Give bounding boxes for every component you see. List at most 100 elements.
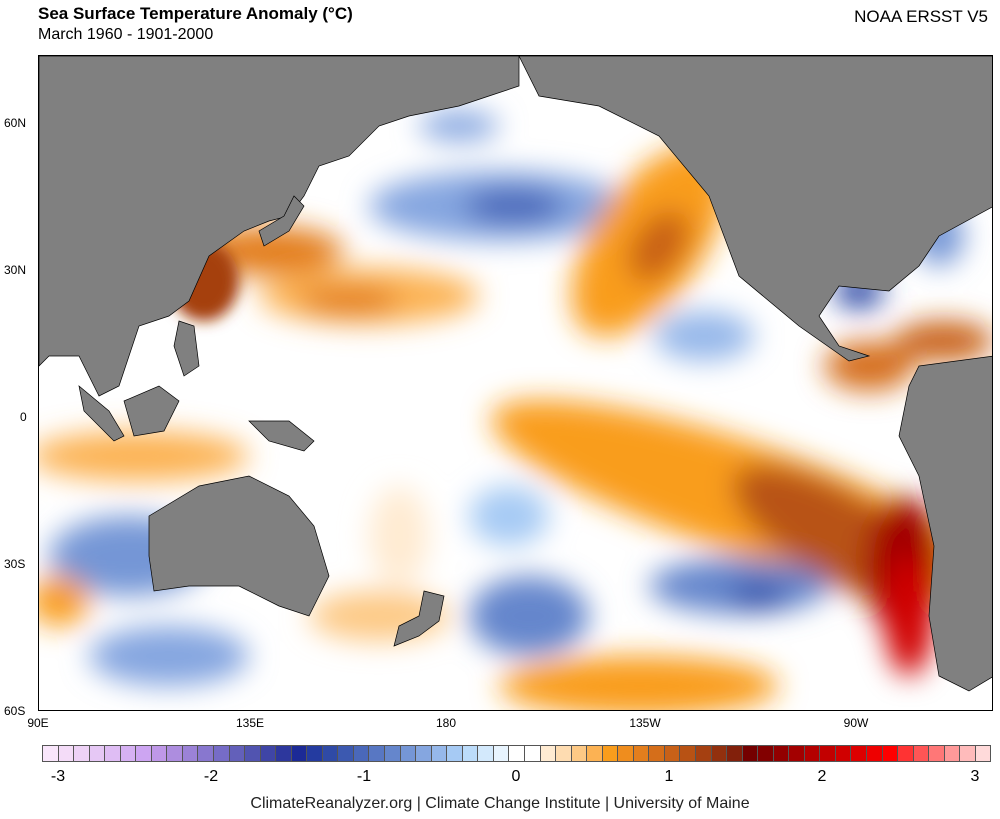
- colorbar-cell: [478, 745, 494, 762]
- colorbar-cell: [276, 745, 292, 762]
- colorbar-cell: [758, 745, 774, 762]
- colorbar-cell: [633, 745, 650, 762]
- colorbar-cell: [587, 745, 603, 762]
- lon-label: 180: [435, 716, 457, 730]
- land-north-america: [518, 56, 992, 362]
- colorbar-cell: [975, 745, 992, 762]
- colorbar-cell: [447, 745, 463, 762]
- colorbar-cell: [556, 745, 572, 762]
- colorbar-cell: [820, 745, 836, 762]
- colorbar-cell: [291, 745, 308, 762]
- colorbar-cell: [618, 745, 634, 762]
- colorbar-cell: [789, 745, 805, 762]
- land-new-guinea: [248, 420, 315, 452]
- land-philippines: [173, 320, 200, 377]
- colorbar: [42, 745, 992, 762]
- cold-anomaly: [649, 558, 829, 614]
- lat-label: 0: [20, 410, 27, 424]
- lat-label: 60S: [4, 704, 26, 718]
- colorbar-cell: [851, 745, 867, 762]
- warm-anomaly: [884, 556, 934, 676]
- colorbar-cell: [42, 745, 59, 762]
- colorbar-tick: 0: [511, 768, 521, 785]
- cold-anomaly: [419, 111, 499, 141]
- land-south-america: [898, 355, 992, 692]
- warm-anomaly: [39, 576, 89, 626]
- colorbar-cell: [120, 745, 137, 762]
- land-sumatra: [78, 385, 125, 442]
- colorbar-cell: [462, 745, 479, 762]
- colorbar-cell: [151, 745, 168, 762]
- colorbar-cell: [229, 745, 246, 762]
- lon-label: 135E: [235, 716, 265, 730]
- colorbar-cell: [74, 745, 90, 762]
- colorbar-cell: [353, 745, 370, 762]
- warm-anomaly: [369, 486, 429, 586]
- colorbar-cell: [385, 745, 401, 762]
- land-borneo: [123, 385, 180, 437]
- colorbar-cell: [649, 745, 665, 762]
- colorbar-cell: [105, 745, 121, 762]
- colorbar-tick: -2: [203, 768, 219, 785]
- cold-anomaly: [654, 311, 754, 361]
- cold-anomaly: [469, 576, 589, 656]
- colorbar-cell: [431, 745, 448, 762]
- colorbar-cell: [913, 745, 930, 762]
- colorbar-cell: [369, 745, 386, 762]
- colorbar-cell: [182, 745, 199, 762]
- colorbar-cell: [695, 745, 712, 762]
- colorbar-cell: [493, 745, 510, 762]
- colorbar-cell: [773, 745, 790, 762]
- cold-anomaly: [464, 188, 564, 224]
- colorbar-cell: [804, 745, 821, 762]
- colorbar-tick: 2: [817, 768, 827, 785]
- colorbar-cell: [245, 745, 261, 762]
- colorbar-cell: [960, 745, 976, 762]
- cold-anomaly: [469, 486, 549, 546]
- land-australia: [148, 475, 330, 617]
- colorbar-cell: [727, 745, 743, 762]
- colorbar-cell: [260, 745, 277, 762]
- warm-anomaly: [299, 286, 399, 316]
- colorbar-cell: [322, 745, 339, 762]
- lon-label: 90W: [843, 716, 869, 730]
- footer-credit: ClimateReanalyzer.org | Climate Change I…: [250, 795, 750, 812]
- warm-anomaly: [499, 656, 779, 710]
- lon-label: 135W: [629, 716, 661, 730]
- colorbar-cell: [136, 745, 152, 762]
- warm-anomaly: [894, 321, 992, 361]
- map-panel: [38, 55, 993, 711]
- anomaly-blobs: [39, 111, 992, 710]
- warm-anomaly: [628, 210, 690, 282]
- colorbar-cell: [680, 745, 696, 762]
- colorbar-cell: [198, 745, 215, 762]
- colorbar-cell: [58, 745, 75, 762]
- colorbar-cell: [524, 745, 541, 762]
- colorbar-cell: [214, 745, 230, 762]
- land-masses: [39, 56, 992, 692]
- colorbar-cell: [866, 745, 883, 762]
- warm-anomaly: [39, 431, 249, 481]
- colorbar-cell: [742, 745, 759, 762]
- colorbar-cell: [416, 745, 432, 762]
- colorbar-cell: [898, 745, 914, 762]
- lon-label: 90E: [27, 716, 49, 730]
- colorbar-cell: [338, 745, 354, 762]
- colorbar-cell: [835, 745, 852, 762]
- colorbar-cell: [711, 745, 728, 762]
- map-subtitle: March 1960 - 1901-2000: [38, 26, 214, 43]
- land-new-zealand: [393, 590, 445, 647]
- colorbar-cell: [540, 745, 557, 762]
- dataset-label: NOAA ERSST V5: [854, 7, 988, 26]
- colorbar-tick: 3: [970, 768, 980, 785]
- colorbar-cell: [944, 745, 961, 762]
- land-japan: [258, 195, 305, 247]
- lat-label: 30N: [4, 263, 27, 277]
- colorbar-cell: [664, 745, 681, 762]
- lat-label: 60N: [4, 116, 27, 130]
- cold-anomaly: [89, 626, 249, 686]
- anomaly-field: [39, 56, 992, 710]
- colorbar-cell: [602, 745, 619, 762]
- map-title: Sea Surface Temperature Anomaly (°C): [38, 4, 353, 23]
